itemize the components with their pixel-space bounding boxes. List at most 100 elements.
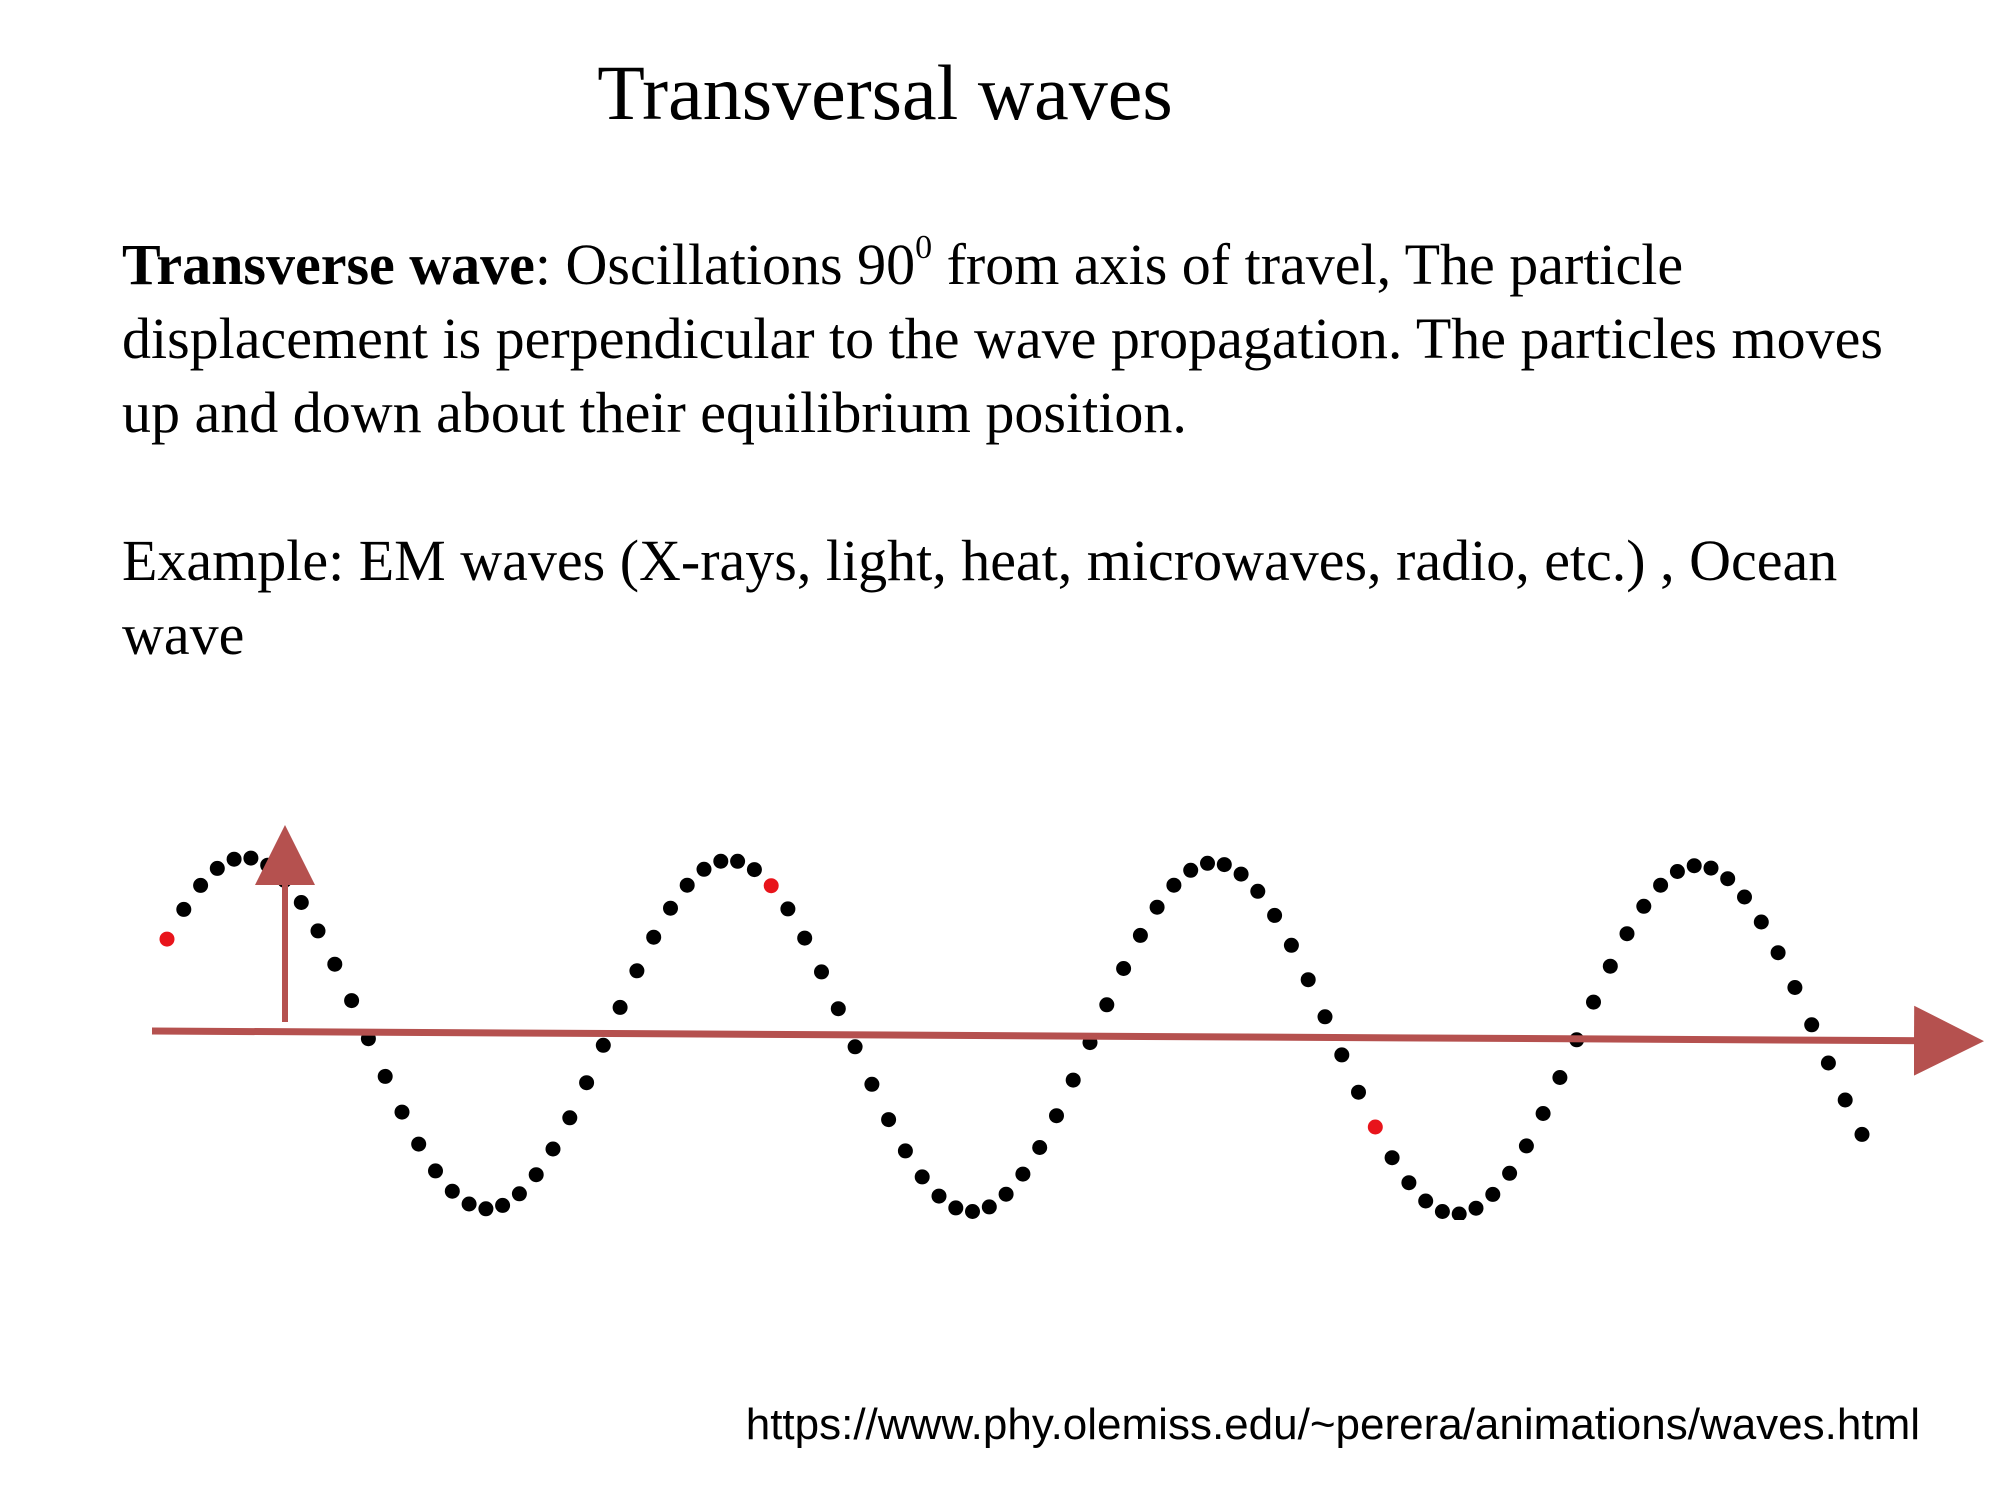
wave-particle [1116,961,1132,976]
wave-particle [1032,1140,1048,1155]
wave-particle [1216,857,1232,873]
wave-particle [696,861,712,877]
wave-particle [1183,862,1199,878]
degree-superscript: 0 [915,229,933,266]
wave-particle [1787,980,1803,995]
wave-particle [579,1075,595,1091]
wave-particle [948,1200,964,1216]
wave-particle [1720,871,1736,887]
wave-particle [965,1204,980,1219]
wave-particle [293,895,309,910]
wave-particle [176,901,192,917]
wave-particle [511,1186,527,1202]
wave-particle [1384,1150,1400,1166]
wave-particle [1418,1193,1434,1209]
definition-separator: : [534,232,552,297]
wave-particle [478,1201,494,1217]
wave-particle [1468,1200,1484,1216]
wave-particle [1653,877,1669,893]
paragraph-gap [122,450,1922,524]
wave-particle [495,1197,511,1213]
wave-particle [663,900,678,916]
wave-particle [847,1039,863,1055]
definition-term: Transverse wave [122,232,535,297]
wave-particle [209,860,225,876]
wave-particle [1401,1175,1417,1191]
wave-particle [1317,1009,1333,1025]
wave-particle [243,850,259,866]
wave-particle [612,999,628,1015]
highlighted-particle [763,878,779,894]
wave-particle [226,851,242,867]
wave-particle [1770,945,1786,961]
propagation-axis-arrow [151,1005,1984,1076]
highlighted-particle [159,931,175,947]
wave-particle [1619,926,1635,942]
wave-particle [327,956,343,972]
wave-particle [1535,1106,1551,1121]
wave-particle [444,1183,460,1199]
wave-particle [377,1068,393,1084]
wave-particle [814,964,829,980]
wave-particle [797,930,813,946]
wave-particle [1753,914,1769,930]
wave-particle [830,1001,846,1017]
wave-particle [1451,1206,1467,1220]
example-paragraph: Example: EM waves (X-rays, light, heat, … [122,528,1838,667]
wave-particle [780,901,796,917]
definition-text-start: Oscillations 90 [551,232,916,297]
wave-particle [193,877,209,893]
wave-particle [394,1104,410,1120]
wave-particle [1502,1165,1518,1181]
wave-particle [1518,1138,1534,1154]
wave-particle [1015,1166,1031,1182]
wave-particle [881,1112,897,1128]
transverse-wave-diagram [151,825,1984,1220]
wave-particle [260,857,276,873]
wave-particle [1703,860,1719,876]
wave-particle [1267,907,1283,923]
wave-particle [1334,1047,1350,1063]
wave-particle [1250,883,1266,899]
wave-particle [1149,899,1165,915]
wave-particle [1200,855,1215,871]
wave-particle [344,993,360,1009]
wave-particle [998,1186,1014,1202]
wave-particle [1854,1126,1870,1142]
wave-particle [562,1110,578,1126]
wave-particle [713,853,729,869]
wave-particle [1065,1072,1081,1088]
slide-title: Transversal waves [597,49,1173,136]
wave-particle [1602,958,1618,974]
source-url: https://www.phy.olemiss.edu/~perera/anim… [745,1400,1920,1449]
definition-paragraph: Transverse wave: Oscillations 900 from a… [122,228,1922,450]
wave-particle [461,1196,477,1212]
wave-particle [1669,864,1685,879]
wave-particle [646,929,662,945]
wave-particle [629,963,645,979]
wave-particle [897,1143,913,1159]
wave-particle [528,1167,544,1183]
wave-particle [981,1199,997,1215]
wave-particle [1434,1204,1450,1219]
definition-text-end: from axis of travel, The particle displa… [122,232,1883,445]
wave-particle [679,877,695,893]
wave-particle [1485,1186,1501,1202]
wave-particle [545,1141,561,1157]
wave-particle [1351,1084,1366,1100]
slide-body: Transverse wave: Oscillations 900 from a… [122,228,1922,672]
wave-particle [1132,927,1148,943]
wave-particle [1804,1017,1820,1033]
wave-particle [1049,1108,1064,1124]
wave-particles [159,850,1870,1220]
wave-particle [931,1188,947,1204]
wave-particle [746,862,762,878]
wave-particle [428,1163,443,1179]
wave-particle [1686,858,1702,874]
wave-particle [1099,997,1115,1013]
wave-particle [730,853,746,869]
wave-particle [914,1169,930,1185]
wave-particle [1586,994,1601,1010]
wave-particle [1233,866,1249,882]
